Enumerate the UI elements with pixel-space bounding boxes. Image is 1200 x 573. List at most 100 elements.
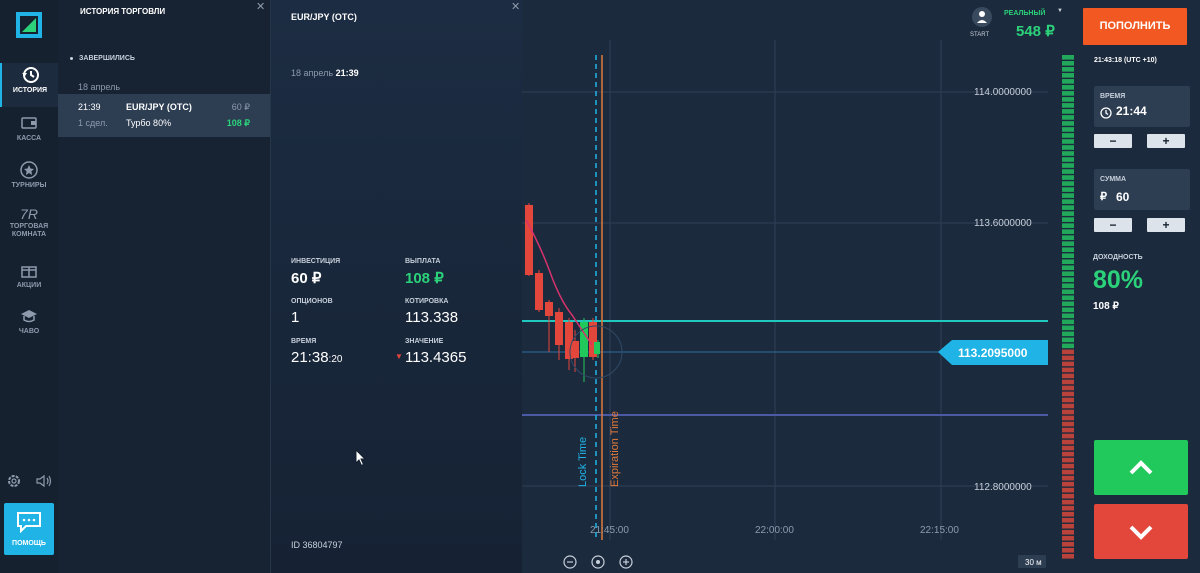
x-label-2215: 22:15:00	[920, 525, 959, 536]
chat-icon	[17, 512, 41, 534]
options-value: 1	[291, 309, 300, 326]
clock-icon	[1100, 107, 1112, 119]
finished-section-label: ЗАВЕРШИЛИСЬ	[79, 55, 135, 62]
trade-mode: Турбо 80%	[126, 118, 172, 128]
amount-plus-button[interactable]: +	[1147, 218, 1185, 232]
account-dropdown-icon[interactable]: ▼	[1057, 8, 1063, 14]
time-value: 21:38:20	[291, 349, 342, 366]
x-label-2200: 22:00:00	[755, 525, 794, 536]
left-nav: ИСТОРИЯ КАССА ТУРНИРЫ 7R ТОРГОВАЯ КОМНАТ…	[0, 0, 58, 573]
zoom-out-icon	[563, 555, 577, 569]
account-level: START	[970, 32, 990, 38]
trade-detail-panel: EUR/JPY (OTC) ✕ 18 апрель 21:39 ИНВЕСТИЦ…	[270, 0, 522, 573]
current-price-tag	[938, 340, 1048, 365]
value-label: ЗНАЧЕНИЕ	[405, 338, 444, 345]
nav-history-label: ИСТОРИЯ	[12, 87, 48, 94]
nav-promotions-label: АКЦИИ	[16, 282, 42, 289]
trade-time: 21:39	[78, 102, 101, 112]
section-dot	[70, 57, 73, 60]
put-down-button[interactable]	[1094, 504, 1188, 559]
nav-cashier[interactable]: КАССА	[0, 111, 58, 155]
account-header[interactable]: START РЕАЛЬНЫЙ	[966, 4, 1046, 44]
nav-trading-room-label: ТОРГОВАЯ КОМНАТА	[9, 223, 49, 238]
help-button[interactable]: ПОМОЩЬ	[4, 503, 54, 555]
timeframe-button	[1018, 555, 1046, 568]
trade-id: ID 36804797	[291, 540, 343, 550]
mouse-cursor-icon	[355, 449, 367, 467]
time-input-label: ВРЕМЯ	[1100, 93, 1126, 100]
fit-screen-icon	[591, 555, 605, 569]
nav-history[interactable]: ИСТОРИЯ	[0, 63, 58, 107]
nav-trading-room[interactable]: 7R ТОРГОВАЯ КОМНАТА	[0, 205, 58, 245]
detail-time: 21:39	[335, 68, 359, 78]
amount-input-value: 60	[1116, 190, 1130, 204]
amount-input[interactable]: СУММА ₽ 60	[1094, 169, 1190, 210]
sound-icon[interactable]	[35, 473, 53, 489]
time-value-seconds: :20	[328, 354, 343, 365]
price-chart[interactable]: Lock Time Expiration Time 114.0000000 11…	[522, 0, 1048, 573]
amount-minus-button[interactable]: −	[1094, 218, 1132, 232]
invest-label: ИНВЕСТИЦИЯ	[291, 258, 341, 265]
down-arrow-icon: ▼	[395, 352, 403, 361]
payout-rate-label: ДОХОДНОСТЬ	[1093, 254, 1143, 261]
y-label-1128: 112.8000000	[974, 482, 1032, 493]
quote-value: 113.338	[405, 309, 459, 326]
account-mode: РЕАЛЬНЫЙ	[1004, 10, 1046, 17]
server-clock: 21:43:18 (UTC +10)	[1094, 57, 1157, 64]
invest-value: 60 ₽	[291, 270, 322, 287]
sentiment-meter	[1062, 55, 1074, 559]
payout-label: ВЫПЛАТА	[405, 258, 441, 265]
nav-faq-label: ЧАВО	[18, 328, 40, 335]
zoom-in-icon	[619, 555, 633, 569]
trade-asset: EUR/JPY (OTC)	[126, 102, 192, 112]
help-label: ПОМОЩЬ	[12, 540, 46, 547]
call-up-button[interactable]	[1094, 440, 1188, 495]
quote-label: КОТИРОВКА	[405, 298, 449, 305]
nav-faq[interactable]: ЧАВО	[0, 304, 58, 348]
timeframe-label: 30 м	[1025, 558, 1042, 567]
logo[interactable]	[16, 12, 42, 38]
payout-rate: 80%	[1093, 266, 1144, 294]
y-label-1136: 113.6000000	[974, 218, 1032, 229]
trade-row[interactable]: 21:39 1 сдел. EUR/JPY (OTC) Турбо 80% 60…	[58, 94, 270, 137]
deposit-button[interactable]: ПОПОЛНИТЬ	[1083, 8, 1187, 45]
value-value: 113.4365	[405, 349, 467, 366]
time-input[interactable]: ВРЕМЯ 21:44	[1094, 86, 1190, 127]
nav-promotions[interactable]: АКЦИИ	[0, 258, 58, 302]
expiration-time-label: Expiration Time	[609, 411, 621, 487]
lock-time-label: Lock Time	[577, 437, 589, 487]
current-price-text: 113.2095000	[958, 346, 1028, 360]
chart-canvas: Lock Time Expiration Time 114.0000000 11…	[522, 40, 1048, 569]
detail-date: 18 апрель	[291, 68, 334, 78]
nav-tournaments-label: ТУРНИРЫ	[11, 182, 47, 189]
time-minus-button[interactable]: −	[1094, 134, 1132, 148]
y-label-114: 114.0000000	[974, 87, 1032, 98]
trade-payout: 108 ₽	[226, 118, 250, 128]
detail-asset: EUR/JPY (OTC)	[291, 12, 357, 22]
chevron-down-icon	[1129, 525, 1153, 540]
options-label: ОПЦИОНОВ	[291, 298, 333, 305]
nav-tournaments[interactable]: ТУРНИРЫ	[0, 158, 58, 202]
star-icon	[20, 161, 38, 179]
graduation-cap-icon	[21, 310, 37, 323]
history-close-icon[interactable]: ✕	[256, 1, 266, 13]
time-value-main: 21:38	[291, 349, 329, 366]
account-balance: 548 ₽	[1016, 23, 1055, 40]
x-label-2145: 21:45:00	[590, 525, 629, 536]
history-date: 18 апрель	[78, 82, 121, 92]
detail-datetime: 18 апрель 21:39	[291, 68, 359, 78]
trade-panel: ПОПОЛНИТЬ 21:43:18 (UTC +10) ВРЕМЯ 21:44…	[1048, 0, 1200, 573]
nav-cashier-label: КАССА	[16, 135, 42, 142]
history-panel: ИСТОРИЯ ТОРГОВЛИ ✕ ЗАВЕРШИЛИСЬ 18 апрель…	[58, 0, 270, 573]
account-level-icon	[972, 7, 992, 27]
amount-currency: ₽	[1100, 191, 1107, 203]
payout-value: 108 ₽	[405, 270, 444, 287]
chevron-up-icon	[1129, 460, 1153, 475]
trade-deals: 1 сдел.	[78, 118, 108, 128]
time-plus-button[interactable]: +	[1147, 134, 1185, 148]
history-icon	[22, 67, 39, 83]
settings-icon[interactable]	[6, 473, 22, 489]
detail-close-icon[interactable]: ✕	[511, 1, 521, 13]
amount-input-label: СУММА	[1100, 176, 1127, 183]
